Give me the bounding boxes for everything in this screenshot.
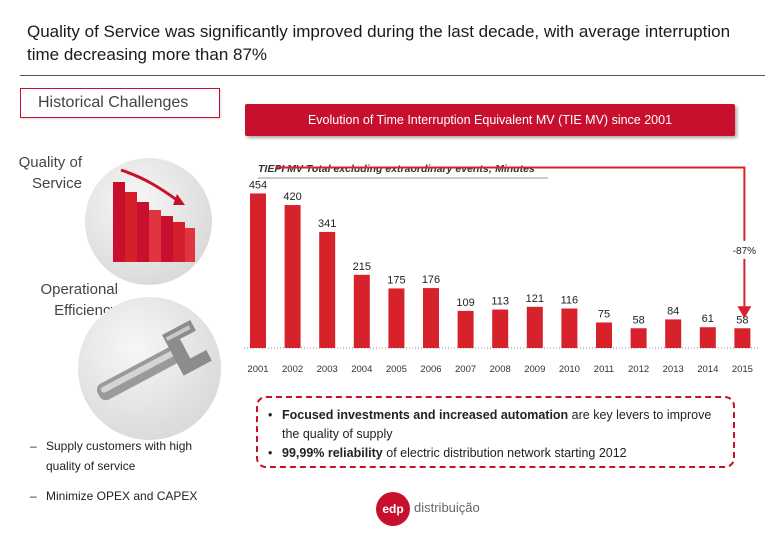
chart-bar (526, 306, 543, 348)
chart-bar (630, 328, 647, 348)
list-item: • 99,99% reliability of electric distrib… (268, 444, 723, 463)
chart-bar (596, 322, 612, 348)
x-tick-label: 2006 (420, 364, 441, 375)
bar-value-label: 215 (353, 261, 371, 273)
list-item: • Focused investments and increased auto… (268, 406, 723, 444)
chart-bar (665, 319, 682, 348)
bar-value-label: 121 (526, 293, 544, 305)
chart-bar (250, 193, 266, 348)
edp-logo: edp distribuição (376, 492, 486, 526)
bar-value-label: 58 (632, 314, 644, 326)
x-tick-label: 2004 (351, 364, 372, 375)
evolution-banner: Evolution of Time Interruption Equivalen… (245, 104, 735, 136)
chart-bar (319, 231, 336, 348)
x-tick-label: 2011 (594, 364, 614, 375)
historical-challenges-box: Historical Challenges (20, 88, 220, 118)
x-tick-label: 2005 (386, 364, 407, 375)
operational-efficiency-illustration (78, 297, 221, 440)
left-bullet-list: – Supply customers with high quality of … (30, 436, 220, 516)
chart-bar (284, 205, 301, 348)
x-tick-label: 2008 (490, 364, 511, 375)
chart-bar (423, 288, 439, 348)
chart-title: TIEPI MV Total excluding extraordinary e… (258, 163, 535, 175)
list-item-text: of electric distribution network startin… (382, 446, 627, 460)
list-item-bold: Focused investments and increased automa… (282, 408, 569, 422)
chart-bar (492, 309, 509, 348)
x-tick-label: 2003 (317, 364, 338, 375)
bar-value-label: 58 (736, 314, 748, 326)
reduction-label-bg (726, 240, 763, 259)
x-tick-label: 2007 (455, 364, 476, 375)
wrench-icon (96, 319, 212, 401)
bar-value-label: 420 (283, 191, 301, 203)
bar-value-label: 61 (702, 313, 714, 325)
list-item-text: are key levers to improve the quality of… (282, 408, 712, 441)
bar-value-label: 116 (561, 295, 579, 307)
reduction-arrow-head (737, 306, 752, 319)
reduction-arrow-line (276, 166, 746, 309)
x-tick-label: 2002 (282, 364, 303, 375)
title-divider (20, 75, 765, 76)
list-item: – Supply customers with high quality of … (30, 436, 220, 476)
x-tick-label: 2014 (697, 364, 718, 375)
bar-value-label: 109 (456, 297, 474, 309)
quality-of-service-illustration (85, 158, 212, 285)
x-tick-label: 2013 (663, 364, 684, 375)
reduction-annotation: -87% (733, 246, 756, 257)
bar-value-label: 341 (318, 218, 336, 230)
bar-value-label: 454 (249, 179, 267, 191)
bar-value-label: 113 (491, 296, 509, 308)
tie-mv-bar-chart: TIEPI MV Total excluding extraordinary e… (244, 163, 763, 375)
bullet-dash: – (30, 439, 37, 453)
chart-bar (353, 274, 370, 348)
chart-bar (734, 328, 751, 348)
bullet-dot: • (268, 446, 273, 460)
bar-value-label: 175 (387, 274, 405, 286)
edp-logo-text: distribuição (414, 500, 480, 515)
page-title: Quality of Service was significantly imp… (27, 22, 731, 64)
x-tick-label: 2012 (628, 364, 649, 375)
x-tick-label: 2001 (247, 364, 268, 375)
list-item: – Minimize OPEX and CAPEX (30, 486, 220, 506)
x-tick-label: 2010 (559, 364, 580, 375)
chart-bar (388, 288, 405, 348)
list-item-text: Supply customers with high quality of se… (46, 439, 193, 473)
list-item-bold: 99,99% reliability (282, 446, 383, 460)
x-tick-label: 2015 (732, 364, 753, 375)
x-tick-label: 2009 (524, 364, 545, 375)
bar-value-label: 75 (598, 308, 610, 320)
bullet-dot: • (268, 408, 273, 422)
edp-logo-mark: edp (376, 492, 410, 526)
bullet-dash: – (30, 489, 37, 503)
chart-bar (699, 327, 716, 348)
quality-of-service-label: Quality of Service (18, 154, 82, 192)
bar-value-label: 84 (667, 305, 679, 317)
chart-bar (561, 308, 578, 348)
key-levers-box: • Focused investments and increased auto… (256, 396, 735, 468)
list-item-text: Minimize OPEX and CAPEX (46, 489, 198, 503)
bar-value-label: 176 (422, 274, 440, 286)
chart-bar (457, 310, 474, 348)
declining-bars-icon (113, 168, 195, 262)
